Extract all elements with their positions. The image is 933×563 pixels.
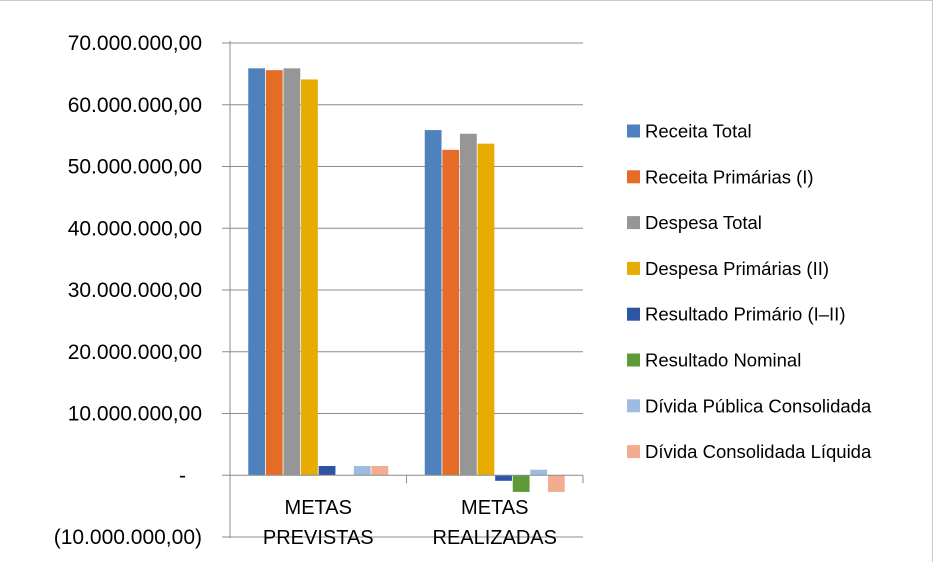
legend-swatch bbox=[627, 353, 640, 367]
y-tick-label: 40.000.000,00 bbox=[68, 217, 202, 240]
legend: Receita Total Receita Primárias (I) Despes… bbox=[627, 121, 872, 462]
y-tick-label: 10.000.000,00 bbox=[68, 403, 202, 426]
bars bbox=[248, 68, 565, 492]
legend-label: Despesa Primárias (II) bbox=[645, 258, 829, 279]
bar bbox=[495, 475, 512, 481]
y-tick-label: 60.000.000,00 bbox=[68, 94, 202, 117]
legend-label: Receita Total bbox=[645, 121, 752, 142]
legend-swatch bbox=[627, 307, 640, 321]
y-tick-label: 50.000.000,00 bbox=[68, 156, 202, 179]
legend-label: Resultado Nominal bbox=[645, 350, 801, 371]
x-axis-category-labels: METAS PREVISTAS METAS REALIZADAS bbox=[263, 497, 557, 549]
x-category-label: METAS PREVISTAS bbox=[263, 497, 374, 549]
legend-swatch bbox=[627, 170, 640, 184]
legend-swatch bbox=[627, 216, 640, 230]
legend-swatch bbox=[627, 261, 640, 275]
legend-label: Receita Primárias (I) bbox=[645, 166, 814, 187]
x-category-label: METAS REALIZADAS bbox=[433, 497, 557, 549]
y-tick-label: (10.000.000,00) bbox=[54, 526, 202, 549]
bar bbox=[283, 68, 301, 476]
bar bbox=[530, 469, 548, 476]
bar bbox=[301, 79, 318, 476]
bar bbox=[459, 133, 477, 476]
y-axis-tick-labels: 70.000.000,00 60.000.000,00 50.000.000,00 4… bbox=[54, 32, 202, 549]
y-tick-label: 30.000.000,00 bbox=[68, 279, 202, 302]
y-tick-label: 70.000.000,00 bbox=[68, 32, 202, 55]
y-tick-label: 20.000.000,00 bbox=[68, 341, 202, 364]
legend-swatch bbox=[627, 399, 640, 413]
legend-swatch bbox=[627, 124, 640, 138]
legend-label: Dívida Pública Consolidada bbox=[645, 395, 872, 416]
bar bbox=[477, 143, 495, 476]
legend-label: Resultado Primário (I–II) bbox=[645, 304, 845, 325]
legend-swatch bbox=[627, 445, 640, 459]
axes bbox=[229, 41, 584, 538]
legend-label: Dívida Consolidada Líquida bbox=[645, 441, 872, 462]
bar bbox=[353, 465, 371, 476]
bar bbox=[265, 70, 283, 476]
bar bbox=[371, 465, 389, 476]
bar bbox=[442, 149, 460, 476]
bar bbox=[424, 130, 442, 476]
bar bbox=[248, 68, 266, 476]
legend-label: Despesa Total bbox=[645, 212, 762, 233]
y-tick-label: - bbox=[179, 464, 186, 487]
bar bbox=[547, 475, 565, 492]
bar bbox=[318, 465, 336, 476]
bar bbox=[512, 475, 530, 492]
